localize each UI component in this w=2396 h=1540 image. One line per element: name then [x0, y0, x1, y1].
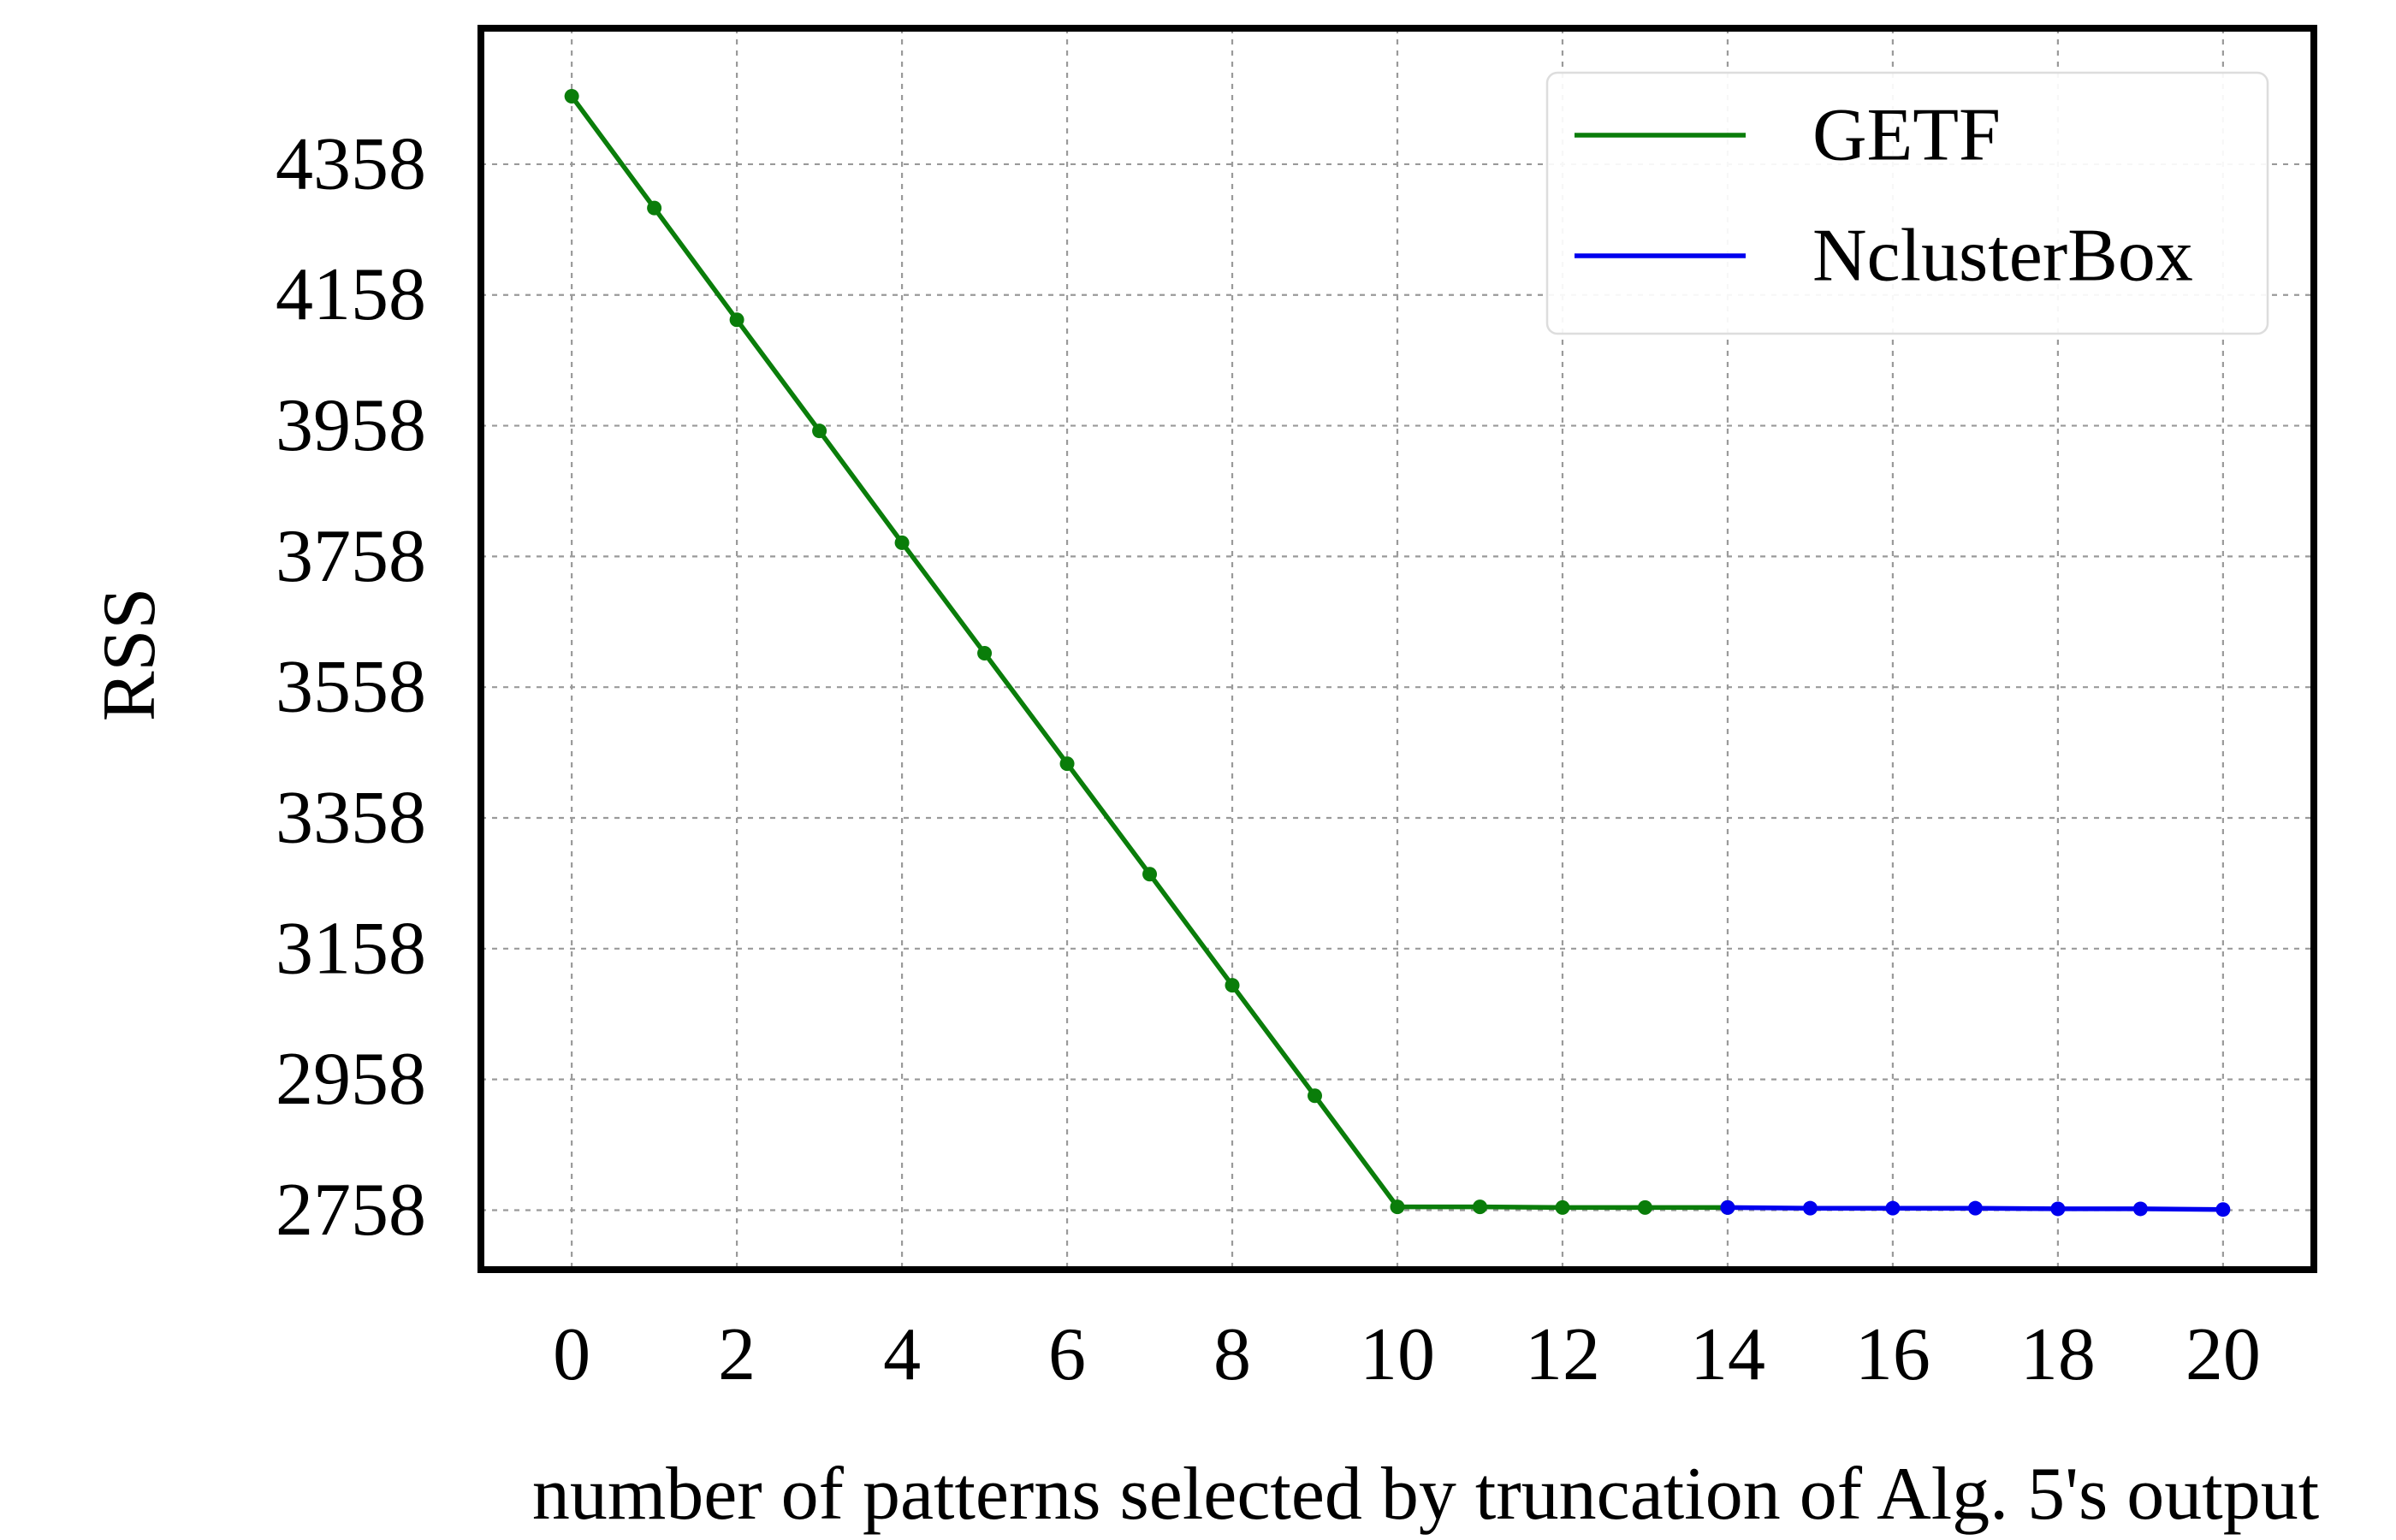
x-tick-label: 6	[1048, 1313, 1086, 1396]
data-point	[647, 200, 662, 216]
x-tick-label: 14	[1690, 1313, 1765, 1396]
data-point	[729, 312, 744, 328]
y-tick-label: 2758	[276, 1169, 426, 1252]
legend-frame	[1545, 71, 2269, 335]
y-tick-label: 3558	[276, 646, 426, 729]
legend-label: NclusterBox	[1812, 215, 2193, 298]
data-point	[812, 424, 827, 439]
legend-label: GETF	[1812, 94, 2001, 177]
x-tick-label: 20	[2185, 1313, 2261, 1396]
data-point	[2132, 1201, 2148, 1217]
data-point	[1308, 1088, 1323, 1104]
x-axis-label: number of patterns selected by truncatio…	[532, 1453, 2319, 1536]
y-tick-label: 2958	[276, 1038, 426, 1121]
data-point	[1967, 1200, 1983, 1216]
x-tick-label: 8	[1213, 1313, 1251, 1396]
data-point	[1720, 1199, 1735, 1215]
x-tick-labels: 0 2 4 6 8 10 12 14 16 18 20	[553, 1313, 2261, 1396]
data-point	[1390, 1199, 1405, 1215]
x-tick-label: 18	[2020, 1313, 2096, 1396]
data-point	[1225, 978, 1240, 993]
data-point	[2050, 1201, 2066, 1217]
y-tick-label: 3358	[276, 777, 426, 860]
y-tick-label: 4358	[276, 122, 426, 205]
x-tick-label: 0	[553, 1313, 590, 1396]
y-tick-label: 3958	[276, 384, 426, 467]
data-point	[977, 645, 993, 660]
data-point	[1885, 1200, 1901, 1216]
y-tick-label: 3158	[276, 907, 426, 990]
x-tick-label: 16	[1855, 1313, 1930, 1396]
y-tick-label: 4158	[276, 253, 426, 336]
data-point	[1142, 867, 1158, 882]
x-tick-label: 2	[718, 1313, 756, 1396]
data-point	[1802, 1200, 1818, 1216]
data-point	[564, 88, 579, 104]
data-point	[2215, 1202, 2231, 1217]
plot-frame	[477, 25, 2317, 1273]
data-point	[1059, 756, 1075, 772]
y-tick-labels: 2758 2958 3158 3358 3558 3758 3958 4158 4358	[276, 122, 426, 1252]
data-point	[894, 535, 910, 550]
x-tick-label: 4	[883, 1313, 921, 1396]
data-point	[1555, 1199, 1570, 1215]
legend-items: GETF NclusterBox	[1575, 94, 2193, 298]
data-point	[1472, 1199, 1487, 1215]
y-axis-label: RSS	[88, 588, 171, 722]
x-tick-label: 10	[1360, 1313, 1435, 1396]
x-tick-label: 12	[1525, 1313, 1600, 1396]
series-layer	[564, 88, 2231, 1217]
series-nclusterbox	[1720, 1199, 2231, 1217]
y-tick-label: 3758	[276, 515, 426, 598]
legend: GETF NclusterBox	[1545, 71, 2269, 335]
data-point	[1637, 1199, 1652, 1215]
